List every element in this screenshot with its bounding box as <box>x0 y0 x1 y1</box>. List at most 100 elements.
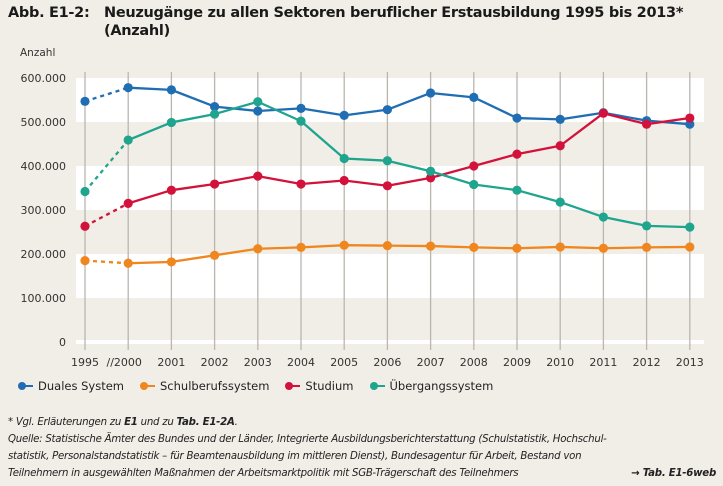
series-dashed-segment <box>84 202 129 228</box>
data-point <box>598 212 609 222</box>
data-point <box>80 256 90 266</box>
legend-item-studium: Studium <box>285 379 354 393</box>
data-point <box>642 221 652 231</box>
data-point <box>642 119 652 129</box>
x-tick-label: 2001 <box>157 356 185 369</box>
data-point <box>685 222 695 232</box>
source-line-1: Quelle: Statistische Ämter des Bundes un… <box>8 434 607 445</box>
legend-label: Duales System <box>38 379 124 393</box>
data-point <box>555 141 565 151</box>
x-tick-label: 1995 <box>71 356 99 369</box>
x-tick-label: 2010 <box>546 356 574 369</box>
footnote-text: . <box>234 417 238 428</box>
y-axis-title: Anzahl <box>20 47 55 59</box>
data-point <box>166 85 176 95</box>
x-tick-label: 2013 <box>676 356 704 369</box>
data-point <box>123 258 133 268</box>
data-point <box>426 241 436 251</box>
data-point <box>80 186 90 197</box>
data-point <box>296 179 306 189</box>
data-point <box>685 242 695 252</box>
x-tick-label: //2000 <box>106 356 141 369</box>
data-point <box>296 116 306 126</box>
data-point <box>339 110 349 120</box>
legend-label: Studium <box>305 379 354 393</box>
plot-bands <box>76 78 704 344</box>
x-tick-label: 2012 <box>633 356 661 369</box>
figure-label: Abb. E1-2: <box>8 5 90 21</box>
x-tick-label: 2004 <box>287 356 315 369</box>
data-point <box>253 244 263 254</box>
x-tick-label: 2002 <box>201 356 229 369</box>
data-point <box>642 242 652 252</box>
series-line <box>128 244 690 265</box>
x-tick-label: 2011 <box>589 356 617 369</box>
data-point <box>382 156 392 166</box>
x-tick-label: 2007 <box>417 356 445 369</box>
x-tick-label: 2008 <box>460 356 488 369</box>
line-chart: Anzahl 0 100.000 200.000 300.000 400.000 500.… <box>20 47 704 369</box>
data-point <box>382 181 392 191</box>
data-point <box>80 96 90 106</box>
data-point <box>166 257 176 267</box>
legend-label: Übergangssystem <box>389 379 494 393</box>
footnote-text: * Vgl. Erläuterungen zu <box>8 417 125 428</box>
legend-marker-icon <box>285 381 301 391</box>
data-point <box>210 109 220 119</box>
zero-baseline <box>76 340 704 344</box>
data-point <box>210 102 220 112</box>
data-point <box>296 242 306 252</box>
legend: Duales System Schulberufssystem Studium … <box>18 379 493 393</box>
data-point <box>555 242 565 252</box>
data-point <box>253 106 263 116</box>
data-point <box>210 250 220 260</box>
data-point <box>469 161 479 171</box>
data-point <box>469 242 479 252</box>
table-reference-link[interactable]: → Tab. E1-6web <box>631 468 716 479</box>
legend-item-duales-system: Duales System <box>18 379 124 393</box>
y-tick-label: 300.000 <box>21 204 67 217</box>
data-point <box>555 197 565 207</box>
data-point <box>123 135 133 145</box>
series-lines <box>80 83 695 268</box>
figure-title: Abb. E1-2: Neuzugänge zu allen Sektoren b… <box>8 4 683 40</box>
series-line <box>128 86 690 126</box>
figure-title-line2: (Anzahl) <box>104 23 170 39</box>
footnote-text: und zu <box>137 417 177 428</box>
figure-notes: * Vgl. Erläuterungen zu E1 und zu Tab. E… <box>8 414 720 482</box>
source-line-2: statistik, Personalstandstatistik – für … <box>8 451 582 462</box>
x-tick-label: 2006 <box>373 356 401 369</box>
data-point <box>382 105 392 115</box>
data-point <box>685 113 695 123</box>
legend-label: Schulberufssystem <box>160 379 270 393</box>
data-point <box>253 97 263 107</box>
series-studium <box>80 108 695 231</box>
legend-marker-icon <box>369 381 386 391</box>
legend-marker-icon <box>18 381 34 391</box>
y-tick-label: 0 <box>59 336 66 349</box>
data-point <box>512 113 522 123</box>
y-tick-label: 500.000 <box>21 116 67 129</box>
data-point <box>80 221 90 231</box>
y-tick-label: 200.000 <box>21 248 67 261</box>
data-point <box>339 175 349 186</box>
data-point <box>123 83 133 93</box>
figure-title-line1: Neuzugänge zu allen Sektoren beruflicher… <box>104 5 684 21</box>
data-point <box>426 88 436 98</box>
data-point <box>210 179 220 189</box>
legend-item-uebergangssystem: Übergangssystem <box>369 379 494 393</box>
y-tick-label: 400.000 <box>21 160 67 173</box>
legend-item-schulberufssystem: Schulberufssystem <box>140 379 269 393</box>
series-dashed-segment <box>84 139 130 193</box>
data-point <box>123 198 133 208</box>
footnote: * Vgl. Erläuterungen zu E1 und zu Tab. E… <box>8 414 720 431</box>
data-point <box>166 185 176 195</box>
y-tick-label: 100.000 <box>21 292 67 305</box>
series-line <box>127 100 690 229</box>
data-point <box>296 103 306 113</box>
data-point <box>598 243 609 253</box>
series-schulberufssystem <box>80 240 695 268</box>
data-point <box>512 149 522 159</box>
source-text: Teilnehmern in ausgewählten Maßnahmen de… <box>8 468 519 479</box>
footnote-ref-table: Tab. E1-2A <box>176 417 235 428</box>
